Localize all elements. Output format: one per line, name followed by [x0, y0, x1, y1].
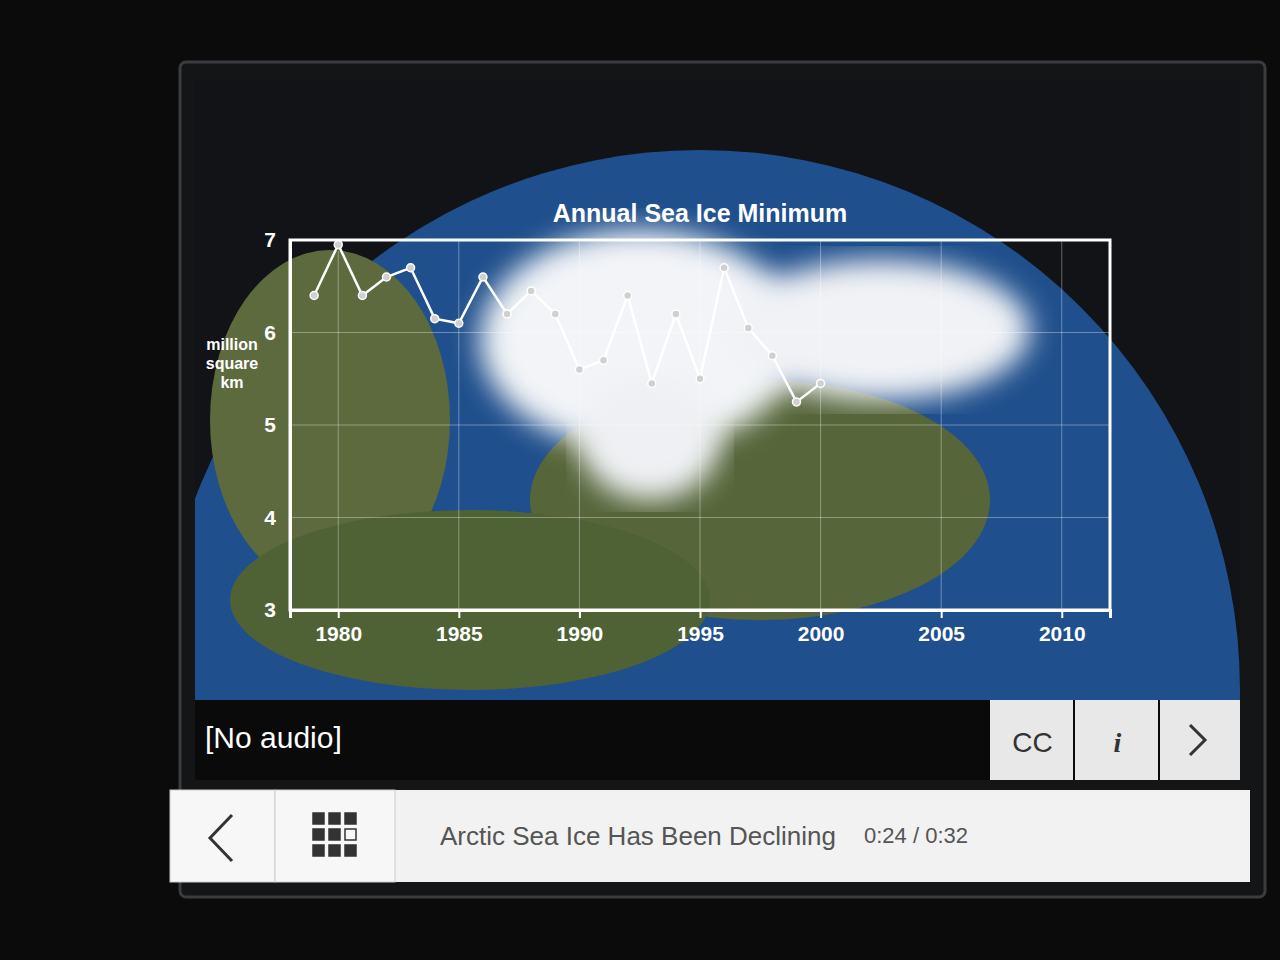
data-point — [792, 398, 800, 406]
control-button-label[interactable]: i — [1114, 727, 1122, 758]
tick: 2000 — [798, 610, 845, 645]
tick: 4 — [264, 506, 290, 529]
tick: 1995 — [677, 610, 724, 645]
tick-label: 7 — [264, 228, 276, 251]
tick: 3 — [264, 598, 290, 621]
data-point — [407, 264, 415, 272]
tick-mark — [700, 610, 702, 618]
data-point — [431, 315, 439, 323]
menu-icon-cell[interactable] — [345, 813, 356, 824]
video-frame — [195, 80, 1240, 700]
data-point — [768, 352, 776, 360]
y-axis-label: millionsquarekm — [206, 336, 259, 391]
back-button[interactable] — [170, 790, 275, 882]
video-time: 0:24 / 0:32 — [864, 823, 968, 848]
data-point — [455, 319, 463, 327]
tick-label: 3 — [264, 598, 276, 621]
data-point — [744, 324, 752, 332]
data-point — [527, 287, 535, 295]
tick: 1990 — [557, 610, 604, 645]
plot-frame — [290, 240, 1110, 610]
control-button-label[interactable]: CC — [1012, 727, 1052, 758]
player-controls: [No audio] CC i Arctic Sea Ice Has Been Dec… — [170, 700, 1250, 882]
tick: 5 — [264, 413, 290, 436]
tick: 1980 — [315, 610, 362, 645]
tick-mark — [579, 610, 581, 618]
data-point — [624, 292, 632, 300]
plot-marks — [310, 241, 824, 406]
tick: 7 — [264, 228, 290, 251]
y-axis: 3 4 5 6 7 — [264, 228, 290, 621]
tick-mark — [338, 610, 340, 618]
tick: 6 — [264, 321, 290, 344]
axis-line — [291, 611, 1111, 619]
axis-line — [289, 241, 292, 611]
tick-mark — [941, 610, 943, 618]
video-title: Arctic Sea Ice Has Been Declining — [440, 821, 836, 851]
menu-icon[interactable] — [313, 813, 356, 856]
data-point — [551, 310, 559, 318]
caption-band — [195, 700, 1240, 780]
data-point — [575, 366, 583, 374]
grid-line-y — [290, 517, 1110, 518]
series-line — [314, 245, 820, 402]
data-point — [600, 356, 608, 364]
tick: 2010 — [1039, 610, 1086, 645]
menu-icon-cell[interactable] — [313, 845, 324, 856]
data-point — [817, 379, 825, 387]
tick-label: 1985 — [436, 622, 483, 645]
menu-button[interactable] — [275, 790, 395, 882]
land — [230, 510, 710, 690]
nav-bar — [170, 790, 1250, 882]
tick-label: 1995 — [677, 622, 724, 645]
data-point — [358, 292, 366, 300]
globe-ocean — [195, 150, 1240, 700]
caption-text: [No audio] — [205, 721, 342, 754]
grid-line-y — [290, 425, 1110, 426]
tick-label: 6 — [264, 321, 276, 344]
x-axis: 1980 1985 1990 1995 2000 2005 2010 — [291, 610, 1111, 645]
data-point — [503, 310, 511, 318]
tick-mark — [1061, 610, 1063, 618]
data-point — [382, 273, 390, 281]
menu-icon-cell[interactable] — [313, 829, 324, 840]
data-point — [310, 292, 318, 300]
next-icon[interactable] — [1190, 725, 1205, 755]
grid-line-y — [290, 332, 1110, 333]
menu-icon-cell[interactable] — [329, 829, 340, 840]
data-point — [696, 375, 704, 383]
sea-ice — [730, 260, 1030, 400]
menu-icon-cell[interactable] — [313, 813, 324, 824]
tick-label: 2000 — [798, 622, 845, 645]
tick-label: 1990 — [557, 622, 604, 645]
tick-mark — [458, 610, 460, 618]
menu-icon-cell[interactable] — [345, 829, 356, 840]
data-point — [672, 310, 680, 318]
tick-label: 5 — [264, 413, 276, 436]
chart: 1980 1985 1990 1995 2000 2005 2010 3 4 5 6 7 Annual … — [206, 199, 1111, 645]
page: 1980 1985 1990 1995 2000 2005 2010 3 4 5 6 7 Annual … — [0, 0, 1280, 960]
tick-label: 1980 — [315, 622, 362, 645]
tick-mark — [820, 610, 822, 618]
tick-label: 4 — [264, 506, 276, 529]
sea-ice — [580, 380, 720, 500]
menu-icon-cell[interactable] — [329, 845, 340, 856]
chart-title: Annual Sea Ice Minimum — [553, 199, 848, 227]
next-button[interactable] — [1160, 700, 1240, 780]
tick: 1985 — [436, 610, 483, 645]
menu-icon-cell[interactable] — [329, 813, 340, 824]
data-point — [648, 379, 656, 387]
grid — [290, 240, 1110, 610]
data-point — [479, 273, 487, 281]
back-icon[interactable] — [210, 815, 232, 861]
tick: 2005 — [918, 610, 965, 645]
menu-icon-cell[interactable] — [345, 845, 356, 856]
data-point — [720, 264, 728, 272]
control-button[interactable] — [1075, 700, 1158, 780]
data-point — [334, 241, 342, 249]
tick-label: 2010 — [1039, 622, 1086, 645]
control-button[interactable] — [990, 700, 1073, 780]
tick-label: 2005 — [918, 622, 965, 645]
